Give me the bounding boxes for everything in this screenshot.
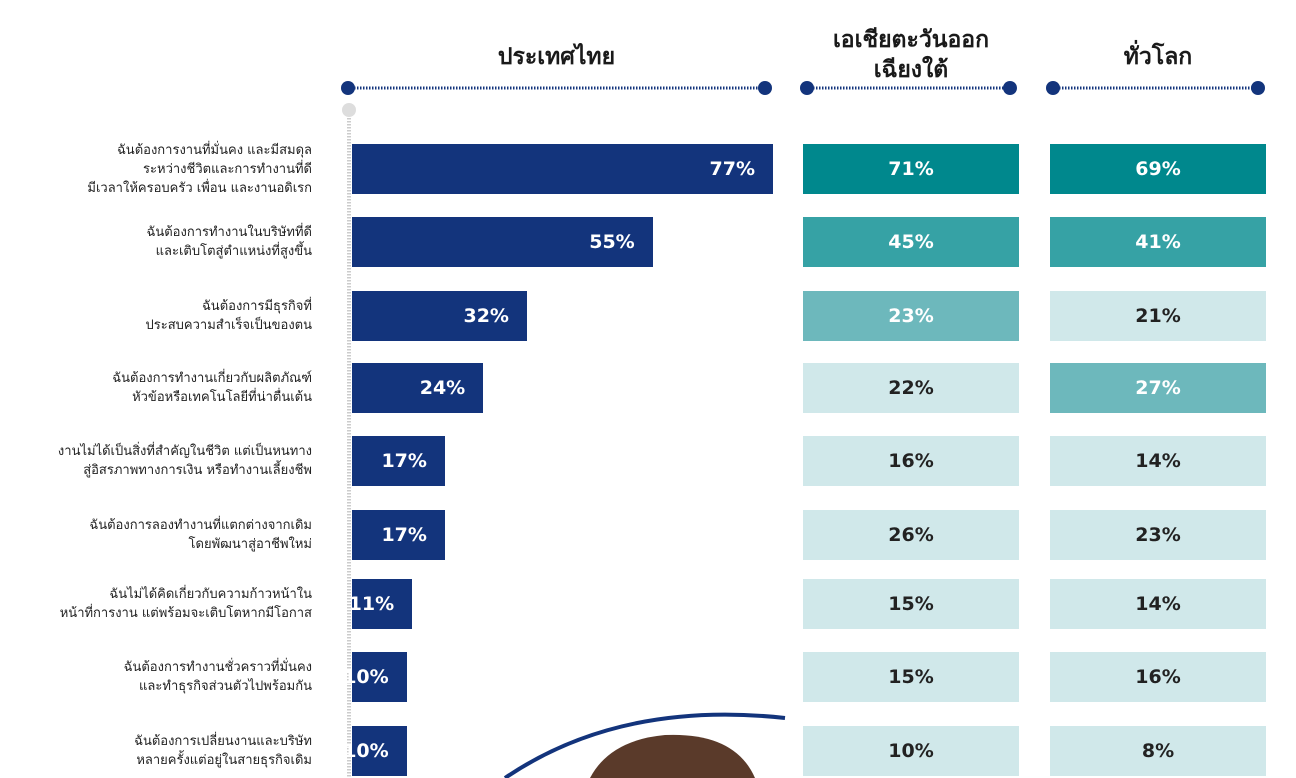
cell: 14% xyxy=(1050,579,1266,629)
cell: 15% xyxy=(803,652,1019,702)
category-label: ฉันต้องการมีธุรกิจที่ ประสบความสำเร็จเป็… xyxy=(145,299,313,333)
category-label: ฉันต้องการลองทำงานที่แตกต่างจากเดิม โดยพ… xyxy=(89,518,312,552)
value-label: 11% xyxy=(348,593,395,615)
cell: 21% xyxy=(1050,291,1266,341)
bar: 77% xyxy=(352,144,773,194)
header: ทั่วโลก xyxy=(1123,44,1193,70)
value-label: 14% xyxy=(1135,450,1181,472)
cell: 41% xyxy=(1050,217,1266,267)
cell: 45% xyxy=(803,217,1019,267)
value-label: 10% xyxy=(343,666,389,688)
value-label: 15% xyxy=(888,666,934,688)
value-label: 10% xyxy=(888,740,934,762)
category-label: ฉันต้องการงานที่มั่นคง และมีสมดุล ระหว่า… xyxy=(87,142,312,196)
category-label: งานไม่ได้เป็นสิ่งที่สำคัญในชีวิต แต่เป็น… xyxy=(57,444,312,478)
bar: 10% xyxy=(343,652,407,702)
cell: 22% xyxy=(803,363,1019,413)
category-label: ฉันต้องการทำงานชั่วคราวที่มั่นคง และทำธุ… xyxy=(123,660,312,694)
value-label: 21% xyxy=(1135,305,1181,327)
cell: 16% xyxy=(1050,652,1266,702)
category-label: ฉันต้องการทำงานในบริษัทที่ดี และเติบโตสู… xyxy=(146,225,312,259)
value-label: 22% xyxy=(888,377,934,399)
value-label: 15% xyxy=(888,593,934,615)
value-label: 69% xyxy=(1135,158,1181,180)
header: ประเทศไทย xyxy=(497,44,616,70)
cell: 23% xyxy=(1050,510,1266,560)
bar: 32% xyxy=(352,291,527,341)
value-label: 16% xyxy=(888,450,934,472)
bar: 55% xyxy=(352,217,653,267)
header: เอเชียตะวันออก เฉียงใต้ xyxy=(832,27,990,83)
bar: 10% xyxy=(343,726,407,776)
cell: 23% xyxy=(803,291,1019,341)
value-label: 24% xyxy=(419,377,466,399)
value-label: 17% xyxy=(381,450,427,472)
value-label: 55% xyxy=(589,231,635,253)
cell: 71% xyxy=(803,144,1019,194)
bar: 17% xyxy=(352,436,445,486)
value-label: 27% xyxy=(1135,377,1181,399)
cell: 16% xyxy=(803,436,1019,486)
cell: 10% xyxy=(803,726,1019,776)
cell: 15% xyxy=(803,579,1019,629)
value-label: 71% xyxy=(888,158,934,180)
value-label: 16% xyxy=(1135,666,1181,688)
value-label: 14% xyxy=(1135,593,1181,615)
bar: 11% xyxy=(348,579,413,629)
category-label: ฉันต้องการเปลี่ยนงานและบริษัท หลายครั้งแ… xyxy=(134,734,312,768)
cell: 26% xyxy=(803,510,1019,560)
value-label: 41% xyxy=(1135,231,1181,253)
value-label: 17% xyxy=(381,524,427,546)
category-label: ฉันต้องการทำงานเกี่ยวกับผลิตภัณฑ์ หัวข้อ… xyxy=(112,371,312,405)
value-label: 8% xyxy=(1141,740,1175,762)
value-label: 77% xyxy=(709,158,755,180)
bar: 24% xyxy=(352,363,484,413)
value-label: 23% xyxy=(1135,524,1181,546)
cell: 8% xyxy=(1050,726,1266,776)
cell: 69% xyxy=(1050,144,1266,194)
bar: 17% xyxy=(352,510,445,560)
value-label: 23% xyxy=(888,305,934,327)
value-label: 45% xyxy=(888,231,934,253)
cell: 14% xyxy=(1050,436,1266,486)
cell: 27% xyxy=(1050,363,1266,413)
category-label: ฉันไม่ได้คิดเกี่ยวกับความก้าวหน้าใน หน้า… xyxy=(59,587,312,621)
value-label: 26% xyxy=(888,524,934,546)
value-label: 10% xyxy=(343,740,389,762)
value-label: 32% xyxy=(463,305,509,327)
